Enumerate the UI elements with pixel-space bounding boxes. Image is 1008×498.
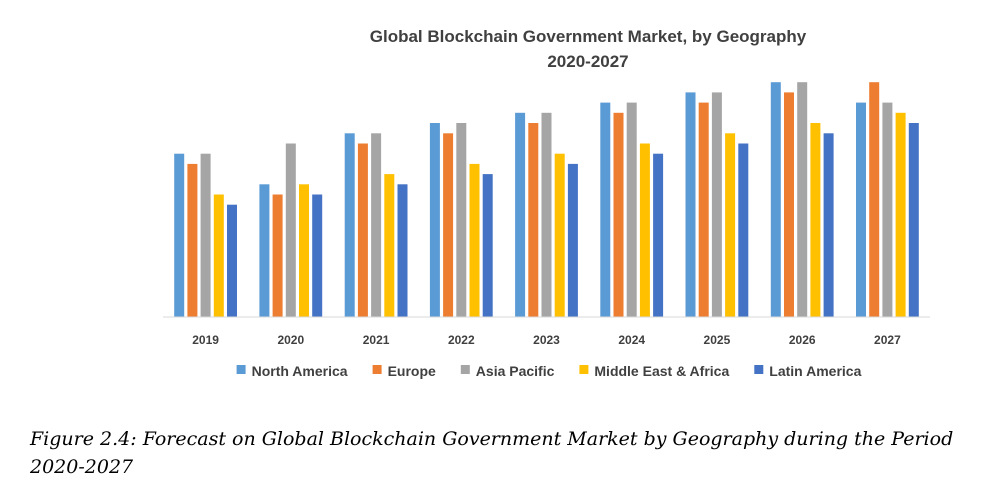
bar-europe-2019 xyxy=(187,163,198,317)
bar-north-america-2023 xyxy=(515,112,526,317)
x-tick-label-2019: 2019 xyxy=(192,333,219,347)
bar-asia-pacific-2025 xyxy=(711,92,722,318)
bar-asia-pacific-2024 xyxy=(626,102,637,317)
bar-north-america-2020 xyxy=(259,184,270,317)
bar-middle-east-africa-2027 xyxy=(895,112,906,317)
bar-asia-pacific-2021 xyxy=(371,133,382,318)
bar-north-america-2025 xyxy=(685,92,696,318)
x-tick-label-2023: 2023 xyxy=(533,333,560,347)
legend-label-north-america: North America xyxy=(252,363,348,379)
bar-asia-pacific-2027 xyxy=(882,102,893,317)
bar-middle-east-africa-2023 xyxy=(554,153,565,317)
x-tick-labels: 2019 2020 2021 2022 2023 2024 2025 2026 2027 xyxy=(192,333,901,347)
bar-latin-america-2025 xyxy=(738,143,749,317)
x-tick-label-2024: 2024 xyxy=(618,333,645,347)
bar-middle-east-africa-2020 xyxy=(299,184,309,317)
legend-swatch-middle-east-africa xyxy=(579,365,589,374)
chart-subtitle: 2020-2027 xyxy=(547,52,628,71)
x-tick-label-2027: 2027 xyxy=(874,333,901,347)
bar-middle-east-africa-2021 xyxy=(384,174,395,317)
bar-europe-2022 xyxy=(443,133,454,318)
bar-latin-america-2023 xyxy=(567,163,578,317)
bar-asia-pacific-2020 xyxy=(285,143,296,317)
bar-europe-2023 xyxy=(528,123,539,317)
x-tick-label-2025: 2025 xyxy=(704,333,731,347)
legend-label-europe: Europe xyxy=(388,363,436,379)
bar-north-america-2021 xyxy=(344,133,355,318)
legend-label-latin-america: Latin America xyxy=(769,363,861,379)
bar-middle-east-africa-2022 xyxy=(469,163,480,317)
bar-north-america-2019 xyxy=(174,153,185,317)
bar-europe-2021 xyxy=(357,143,368,317)
bar-latin-america-2026 xyxy=(823,133,834,318)
bar-latin-america-2024 xyxy=(653,153,664,317)
legend: North America Europe Asia Pacific Middle Ea… xyxy=(236,363,862,379)
caption-label: Figure 2.4: xyxy=(30,428,137,450)
bar-europe-2020 xyxy=(272,194,283,317)
bar-north-america-2027 xyxy=(856,102,866,317)
bar-middle-east-africa-2024 xyxy=(639,143,650,317)
bar-asia-pacific-2019 xyxy=(200,153,211,317)
x-tick-label-2026: 2026 xyxy=(789,333,816,347)
bar-europe-2027 xyxy=(869,82,880,317)
legend-swatch-asia-pacific xyxy=(460,365,470,374)
bar-asia-pacific-2022 xyxy=(456,123,467,317)
bar-europe-2026 xyxy=(784,92,794,318)
bar-latin-america-2027 xyxy=(908,123,919,317)
legend-label-middle-east-africa: Middle East & Africa xyxy=(594,363,729,379)
bar-latin-america-2020 xyxy=(312,194,323,317)
bar-middle-east-africa-2025 xyxy=(725,133,736,318)
x-tick-label-2020: 2020 xyxy=(277,333,304,347)
legend-label-asia-pacific: Asia Pacific xyxy=(476,363,555,379)
caption-text: Forecast on Global Blockchain Government… xyxy=(30,428,954,478)
bars-group xyxy=(174,82,919,318)
x-tick-label-2022: 2022 xyxy=(448,333,475,347)
chart-title: Global Blockchain Government Market, by … xyxy=(370,27,807,46)
chart: Global Blockchain Government Market, by … xyxy=(163,27,930,379)
bar-north-america-2022 xyxy=(429,123,440,317)
legend-swatch-north-america xyxy=(236,365,246,374)
bar-europe-2024 xyxy=(613,112,624,317)
bar-latin-america-2019 xyxy=(227,204,237,317)
bar-europe-2025 xyxy=(698,102,709,317)
legend-swatch-europe xyxy=(372,365,382,374)
bar-north-america-2026 xyxy=(770,82,781,317)
bar-north-america-2024 xyxy=(600,102,611,317)
x-tick-label-2021: 2021 xyxy=(363,333,390,347)
bar-asia-pacific-2026 xyxy=(797,82,808,317)
figure-caption: Figure 2.4: Forecast on Global Blockchai… xyxy=(30,425,1005,481)
bar-latin-america-2022 xyxy=(482,174,493,317)
legend-swatch-latin-america xyxy=(754,365,764,374)
bar-middle-east-africa-2019 xyxy=(213,194,224,317)
bar-middle-east-africa-2026 xyxy=(810,123,821,317)
bar-asia-pacific-2023 xyxy=(541,112,552,317)
bar-latin-america-2021 xyxy=(397,184,408,317)
